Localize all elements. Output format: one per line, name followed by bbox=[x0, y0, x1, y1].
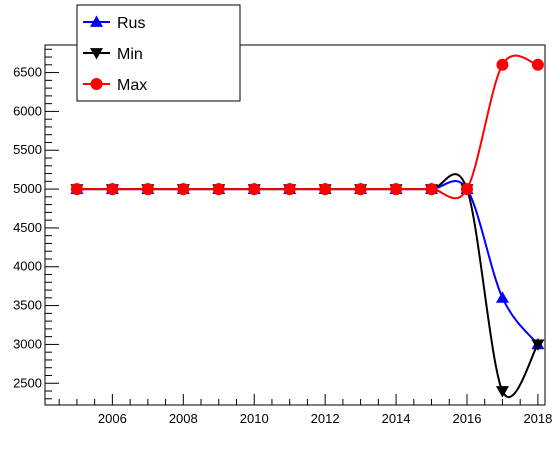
data-point-max bbox=[141, 183, 154, 196]
series-max bbox=[70, 54, 544, 200]
data-point-min bbox=[495, 386, 509, 398]
series-line-min bbox=[76, 173, 539, 399]
y-tick-label: 2500 bbox=[13, 375, 42, 390]
y-tick-label: 3500 bbox=[13, 298, 42, 313]
y-tick-label: 4500 bbox=[13, 220, 42, 235]
data-point-max bbox=[460, 183, 473, 196]
x-tick-label: 2014 bbox=[382, 411, 411, 426]
legend-label: Rus bbox=[117, 15, 145, 32]
legend-items: Rus Min Max bbox=[83, 15, 147, 94]
legend-entry-min: Min bbox=[83, 46, 143, 63]
plot-frame bbox=[44, 44, 546, 406]
legend: Rus Min Max bbox=[76, 4, 241, 102]
series-line-rus bbox=[76, 180, 539, 346]
y-tick-label: 3000 bbox=[13, 336, 42, 351]
series-min bbox=[70, 173, 545, 399]
legend-label: Min bbox=[117, 46, 143, 63]
data-point-max bbox=[177, 183, 190, 196]
y-tick-label: 5500 bbox=[13, 142, 42, 157]
x-tick-label: 2008 bbox=[169, 411, 198, 426]
legend-entry-rus: Rus bbox=[83, 15, 145, 32]
y-tick-label: 6500 bbox=[13, 65, 42, 80]
legend-entry-max: Max bbox=[83, 77, 147, 94]
data-point-max bbox=[319, 183, 332, 196]
x-tick-label: 2012 bbox=[311, 411, 340, 426]
axis-ticks: 2500 3000 3500 4000 4500 5000 5500 6000 6500 2006… bbox=[13, 48, 552, 426]
data-point-max bbox=[106, 183, 119, 196]
data-point-max bbox=[425, 183, 438, 196]
series-layer bbox=[70, 54, 545, 399]
legend-label: Max bbox=[117, 77, 147, 94]
y-tick-label: 4000 bbox=[13, 259, 42, 274]
legend-swatch-marker bbox=[90, 78, 103, 90]
legend-swatch-marker bbox=[90, 15, 103, 27]
x-tick-label: 2018 bbox=[523, 411, 552, 426]
data-point-max bbox=[212, 183, 225, 196]
data-point-min bbox=[531, 339, 545, 351]
y-tick-label: 5000 bbox=[13, 181, 42, 196]
x-tick-label: 2016 bbox=[453, 411, 482, 426]
series-rus bbox=[70, 180, 545, 350]
y-tick-label: 6000 bbox=[13, 103, 42, 118]
legend-swatch-marker bbox=[90, 48, 103, 60]
data-point-max bbox=[531, 58, 544, 71]
data-point-max bbox=[390, 183, 403, 196]
data-point-max bbox=[70, 183, 83, 196]
data-point-max bbox=[248, 183, 261, 196]
data-point-max bbox=[354, 183, 367, 196]
x-tick-label: 2006 bbox=[98, 411, 127, 426]
x-tick-label: 2010 bbox=[240, 411, 269, 426]
data-point-max bbox=[496, 58, 509, 71]
data-point-max bbox=[283, 183, 296, 196]
data-point-rus bbox=[495, 291, 509, 303]
